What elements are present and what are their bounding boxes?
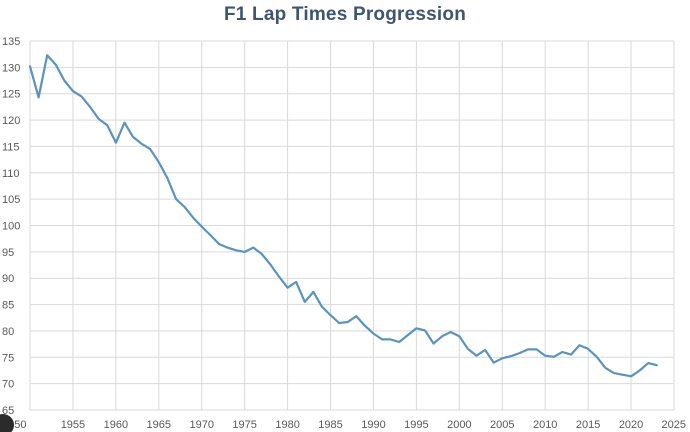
series-line-0	[28, 54, 658, 378]
y-tick-label: 115	[2, 141, 20, 153]
y-tick-label: 85	[2, 300, 14, 312]
x-tick-label: 1970	[189, 419, 213, 431]
corner-overlay-icon	[0, 414, 14, 432]
y-tick-label: 130	[2, 62, 20, 74]
x-tick-label: 1980	[275, 419, 299, 431]
x-tick-label: 2005	[490, 419, 514, 431]
x-tick-label: 1960	[104, 419, 128, 431]
x-tick-label: 1995	[404, 419, 428, 431]
x-tick-label: 1985	[318, 419, 342, 431]
y-tick-label: 70	[2, 379, 14, 391]
y-tick-label: 135	[2, 36, 20, 48]
x-tick-label: 2000	[447, 419, 471, 431]
grid-layer	[29, 40, 675, 411]
y-tick-label: 105	[2, 194, 20, 206]
y-tick-label: 75	[2, 352, 14, 364]
x-tick-label: 1965	[147, 419, 171, 431]
x-tick-label: 2020	[619, 419, 643, 431]
x-axis-ticks: 1950 1955 1960 1965 1970 1975 1980 1985 1990 1995…	[2, 419, 686, 431]
x-tick-label: 2025	[662, 419, 686, 431]
y-tick-label: 125	[2, 89, 20, 101]
x-tick-label: 2010	[533, 419, 557, 431]
y-tick-label: 110	[2, 168, 20, 180]
y-tick-label: 80	[2, 326, 14, 338]
y-tick-label: 90	[2, 273, 14, 285]
y-tick-label: 120	[2, 115, 20, 127]
y-tick-label: 100	[2, 221, 20, 233]
y-tick-label: 95	[2, 247, 14, 259]
x-tick-label: 1990	[361, 419, 385, 431]
x-tick-label: 2015	[576, 419, 600, 431]
x-tick-label: 1955	[61, 419, 85, 431]
chart-title: F1 Lap Times Progression	[223, 4, 467, 25]
series-layer	[28, 54, 658, 378]
x-tick-label: 1975	[232, 419, 256, 431]
